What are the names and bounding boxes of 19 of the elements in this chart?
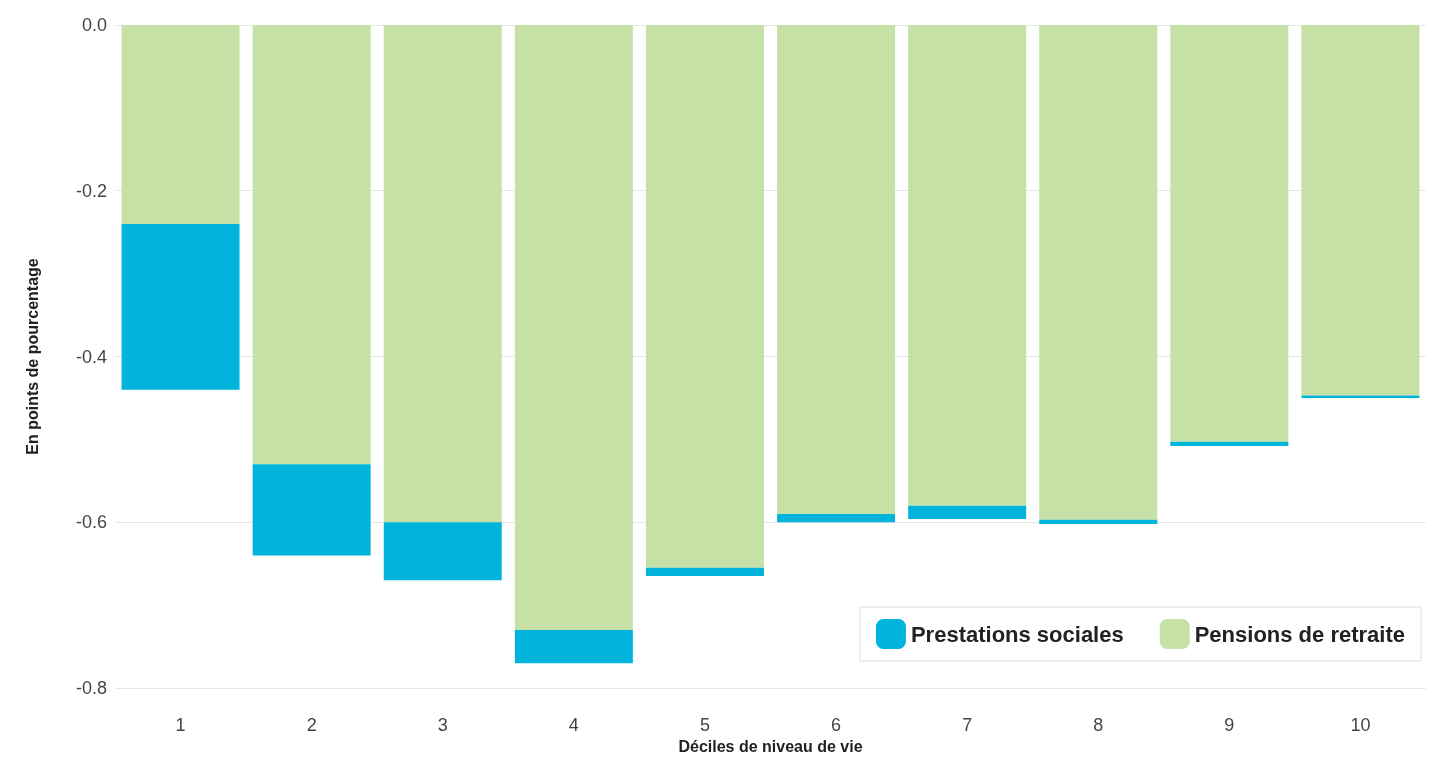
x-tick-label: 2: [306, 715, 317, 735]
y-tick-label: -0.6: [75, 512, 107, 533]
y-tick-label: -0.8: [75, 678, 107, 698]
x-tick-label: 7: [962, 715, 973, 735]
x-tick-label: 9: [1224, 715, 1235, 735]
x-tick-label: 4: [568, 715, 579, 735]
x-tick-label: 10: [1350, 715, 1371, 735]
y-tick-label: 0.0: [81, 15, 107, 35]
x-axis-title: Déciles de niveau de vie: [678, 738, 863, 756]
legend-label: Pensions de retraite: [1194, 621, 1406, 647]
y-axis-title: En points de pourcentage: [23, 258, 41, 455]
x-tick-label: 5: [699, 715, 710, 735]
x-tick-label: 6: [831, 715, 842, 735]
y-tick-label: -0.4: [75, 346, 107, 367]
x-tick-label: 3: [437, 715, 448, 735]
x-tick-label: 8: [1093, 715, 1104, 735]
legend-label: Prestations sociales: [910, 621, 1124, 647]
x-tick-label: 1: [175, 715, 186, 735]
y-tick-label: -0.2: [75, 180, 107, 201]
